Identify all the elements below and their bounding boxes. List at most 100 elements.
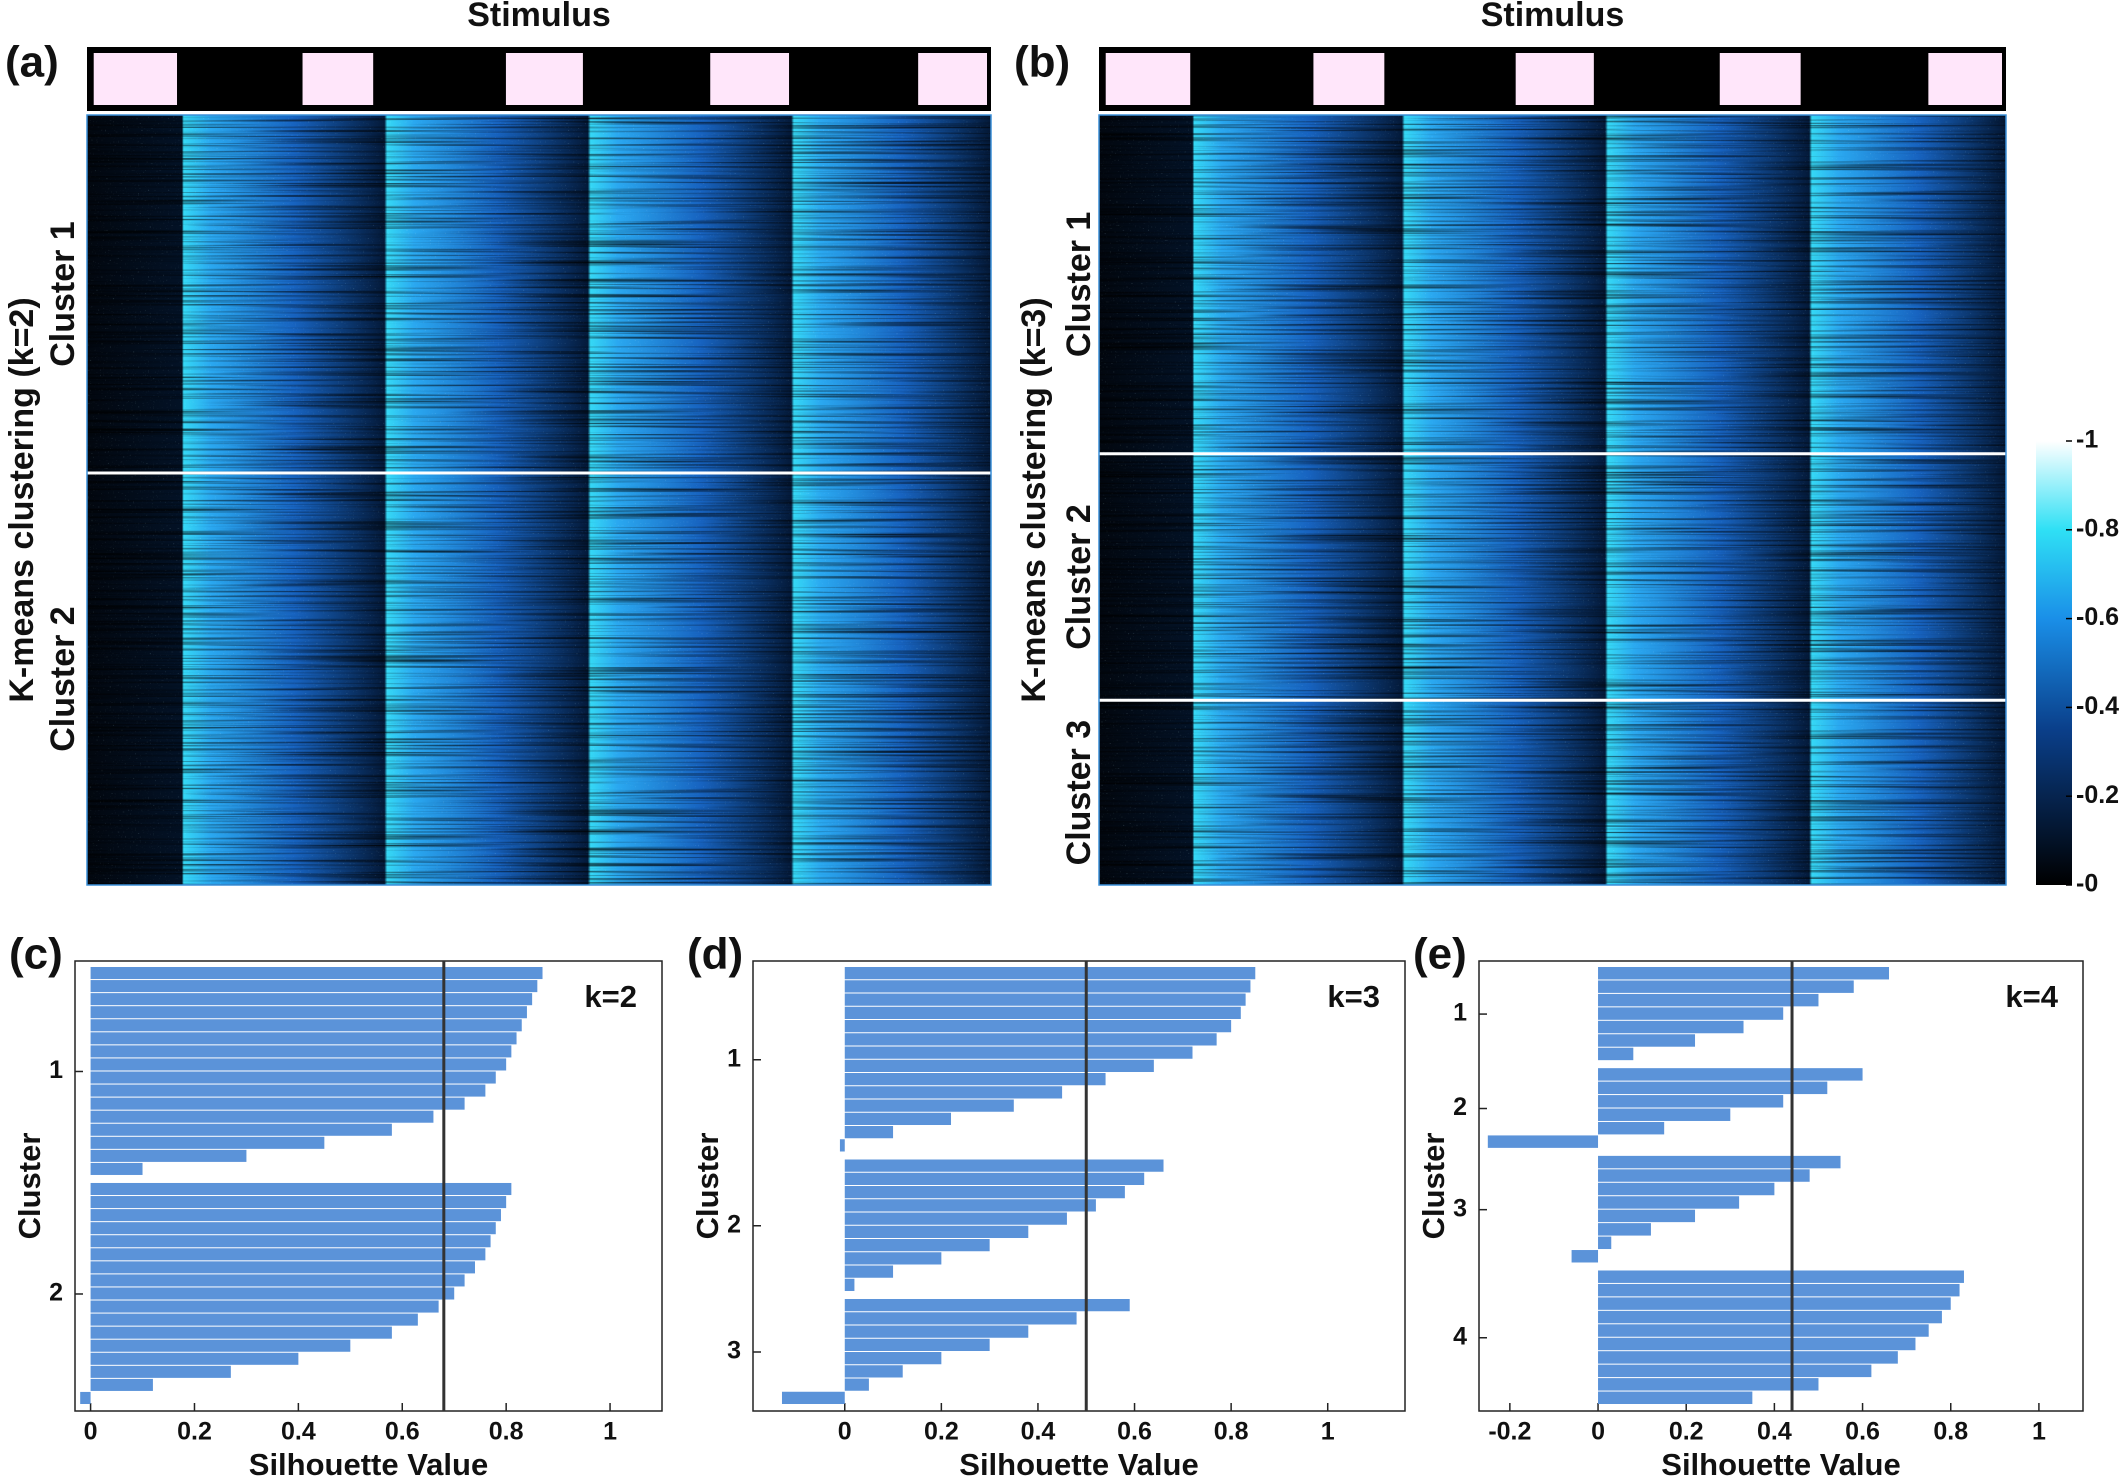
colorbar-tick-label: -0 (2076, 870, 2098, 898)
stimulus-on (710, 53, 790, 105)
panel-label: (c) (9, 930, 63, 979)
silhouette-bar (844, 1046, 1193, 1059)
silhouette-bar (844, 1126, 894, 1139)
silhouette-bar (844, 1186, 1125, 1199)
silhouette-bar (90, 1287, 455, 1300)
x-tick-label: 0.6 (385, 1418, 420, 1446)
silhouette-bar (844, 1239, 990, 1252)
panel-label: (d) (687, 930, 743, 979)
silhouette-bar (90, 1149, 247, 1162)
silhouette-bar (844, 1312, 1077, 1325)
silhouette-bar (90, 1248, 486, 1261)
silhouette-bar (90, 1136, 325, 1149)
x-tick-label: 0.4 (1757, 1418, 1792, 1446)
silhouette-bar (90, 1006, 527, 1019)
x-tick-label: 0.4 (1021, 1418, 1056, 1446)
y-tick-label: 3 (727, 1337, 741, 1365)
silhouette-bar (1598, 1297, 1951, 1310)
y-tick-label: 1 (727, 1044, 741, 1072)
x-tick-label: 0 (1591, 1418, 1605, 1446)
silhouette-bar (1598, 1209, 1696, 1223)
panel-label: (a) (5, 38, 59, 87)
silhouette-bar (844, 1086, 1063, 1099)
y-axis-label: Cluster (12, 1133, 47, 1240)
cluster-label: Cluster 1 (44, 221, 82, 367)
annotation: k=2 (584, 979, 637, 1014)
stimulus-on (1928, 53, 2002, 105)
silhouette-bar (781, 1391, 845, 1404)
silhouette-bar (1598, 1351, 1898, 1364)
y-tick-label: 1 (1453, 999, 1467, 1027)
silhouette-bar (844, 993, 1246, 1006)
x-axis-label: Silhouette Value (249, 1447, 488, 1482)
stimulus-on (93, 53, 178, 105)
silhouette-bar (844, 1172, 1145, 1185)
silhouette-bar (1598, 1223, 1651, 1236)
heatmap-frame (1098, 114, 2007, 886)
silhouette-bar (1598, 1047, 1634, 1061)
silhouette-bar (90, 980, 538, 993)
stimulus-on (1515, 53, 1594, 105)
silhouette-bar (1598, 967, 1890, 980)
silhouette-bar (839, 1139, 845, 1152)
silhouette-bar (844, 1365, 903, 1378)
silhouette-bar (1598, 1364, 1872, 1378)
y-axis-label: K-means clustering (k=3) (1015, 297, 1053, 702)
heatmap-streaks (1099, 115, 2006, 885)
silhouette-bar (90, 1300, 439, 1313)
x-tick-label: 1 (603, 1418, 617, 1446)
silhouette-bar (90, 1058, 507, 1071)
x-tick-label: 0.2 (924, 1418, 959, 1446)
silhouette-bar (90, 1313, 418, 1326)
panel-label: (e) (1413, 930, 1467, 979)
silhouette-bar (844, 1378, 869, 1391)
silhouette-bar (1598, 980, 1854, 993)
silhouette-bar (90, 1045, 512, 1058)
silhouette-bar (1598, 1081, 1828, 1095)
x-tick-label: 0 (84, 1418, 98, 1446)
colorbar-tick-label: -1 (2076, 426, 2098, 454)
colorbar-tick-label: -0.2 (2076, 781, 2119, 809)
x-tick-label: 1 (1321, 1418, 1335, 1446)
y-tick-label: 2 (49, 1279, 63, 1307)
silhouette-bar (90, 1261, 475, 1274)
heatmap-streaks (87, 115, 991, 885)
x-tick-label: 0.2 (177, 1418, 212, 1446)
silhouette-bar (1598, 1108, 1731, 1121)
x-tick-label: 1 (2032, 1418, 2046, 1446)
silhouette-bar (844, 1325, 1029, 1338)
silhouette-bar (1598, 1182, 1775, 1196)
x-tick-label: -0.2 (1488, 1418, 1531, 1446)
x-tick-label: 0.2 (1669, 1418, 1704, 1446)
y-axis-label: Cluster (690, 1133, 725, 1240)
silhouette-bar (844, 1099, 1014, 1112)
silhouette-bar (90, 1378, 153, 1391)
stimulus-on (1313, 53, 1385, 105)
silhouette-bar (844, 1006, 1241, 1019)
y-tick-label: 1 (49, 1056, 63, 1084)
silhouette-bar (844, 1073, 1106, 1086)
silhouette-bar (844, 1352, 942, 1365)
silhouette-bar (844, 1112, 952, 1125)
cluster-label: Cluster 2 (44, 606, 82, 752)
silhouette-bar (1598, 1337, 1916, 1351)
y-tick-label: 4 (1453, 1322, 1467, 1350)
silhouette-bar (844, 980, 1251, 993)
silhouette-bar (1598, 993, 1819, 1007)
y-axis-label: K-means clustering (k=2) (3, 297, 41, 702)
y-tick-label: 3 (1453, 1194, 1467, 1222)
silhouette-bar (90, 1339, 351, 1352)
silhouette-bar (1598, 1020, 1744, 1034)
y-axis-label: Cluster (1416, 1133, 1451, 1240)
cluster-label: Cluster 2 (1060, 504, 1098, 650)
colorbar (2036, 441, 2072, 885)
cluster-label: Cluster 3 (1060, 720, 1098, 866)
silhouette-bar (90, 1123, 392, 1136)
silhouette-bar (1598, 1068, 1863, 1081)
annotation: k=4 (2005, 979, 2058, 1014)
silhouette-bar (90, 1084, 486, 1097)
silhouette-bar (1598, 1324, 1929, 1337)
silhouette-bar (844, 1033, 1217, 1046)
silhouette-bar (1571, 1250, 1599, 1263)
